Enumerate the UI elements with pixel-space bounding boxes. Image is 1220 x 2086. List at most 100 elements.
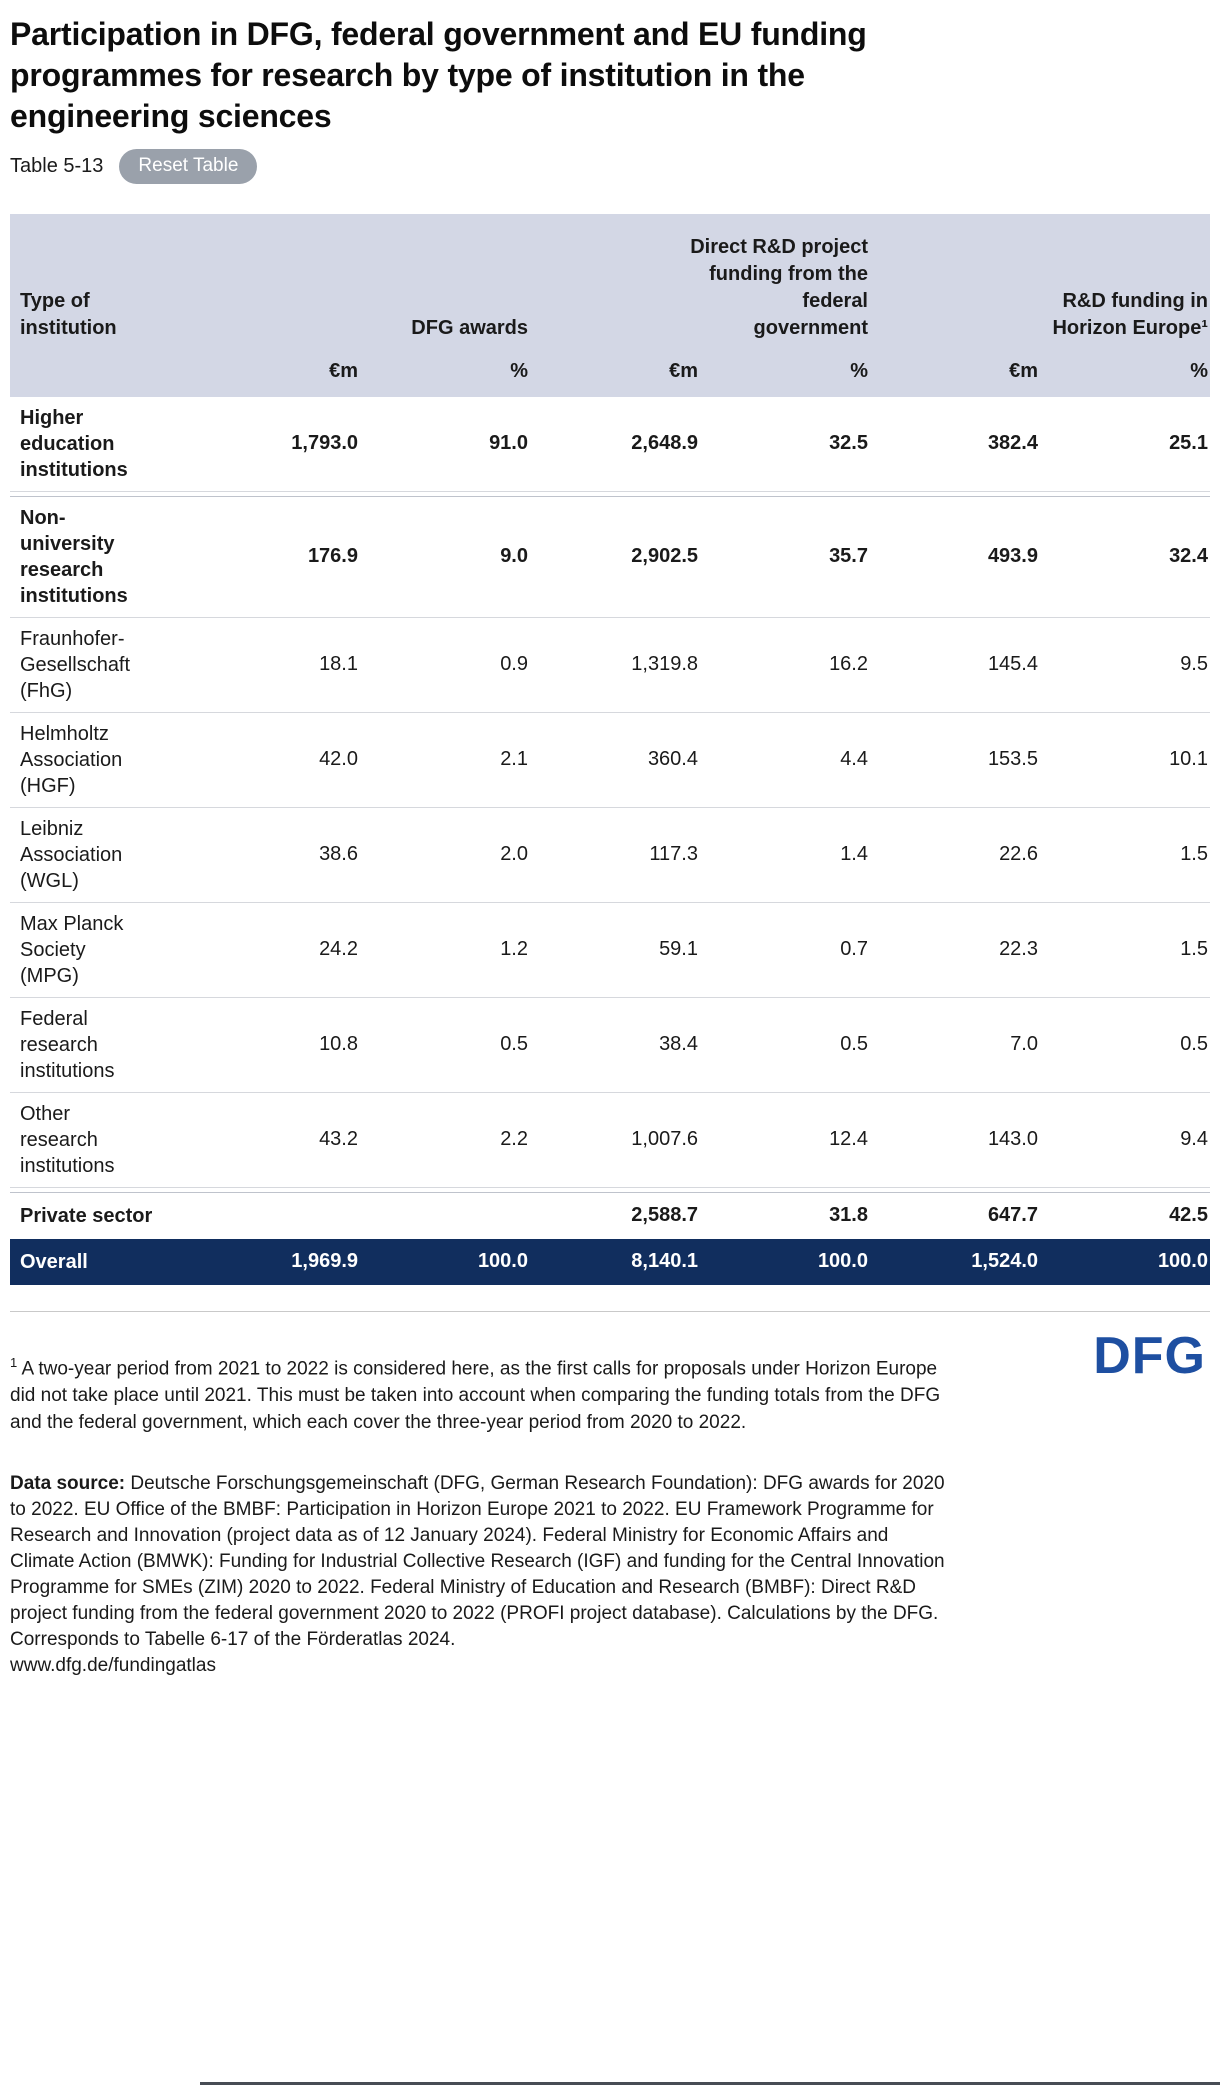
table-header: Type of institution DFG awards Direct R&… (10, 213, 1210, 397)
table-row-overall: Overall 1,969.9 100.0 8,140.1 100.0 1,52… (10, 1238, 1210, 1285)
cell-federal-pct: 35.7 (829, 545, 868, 568)
cell-horizon-eur: 22.6 (999, 843, 1038, 866)
cell-federal-eur: 2,648.9 (631, 432, 698, 455)
cell-horizon-pct: 1.5 (1180, 938, 1208, 961)
cell-dfg-pct: 0.9 (500, 653, 528, 676)
row-label: Other research institutions (20, 1102, 115, 1177)
cell-horizon-eur: 22.3 (999, 938, 1038, 961)
cell-dfg-pct: 100.0 (477, 1250, 528, 1273)
cell-federal-pct: 0.5 (840, 1033, 868, 1056)
cell-horizon-pct: 0.5 (1180, 1033, 1208, 1056)
cell-horizon-eur: 382.4 (987, 432, 1038, 455)
cell-federal-eur: 117.3 (649, 843, 698, 866)
col-group-horizon-europe: R&D funding in Horizon Europe¹ (1052, 289, 1208, 339)
cell-federal-eur: 360.4 (647, 748, 698, 771)
footer-row: 1 A two-year period from 2021 to 2022 is… (10, 1330, 1210, 1455)
cell-dfg-pct: 2.1 (500, 748, 528, 771)
cell-federal-pct: 100.0 (817, 1250, 868, 1273)
cell-horizon-pct: 32.4 (1169, 545, 1208, 568)
table-row-max-planck: Max Planck Society (MPG) 24.2 1.2 59.1 0… (10, 903, 1210, 998)
cell-dfg-eur: 18.1 (319, 653, 358, 676)
row-label: Higher education institutions (20, 406, 128, 481)
cell-dfg-pct: 0.5 (500, 1033, 528, 1056)
cell-federal-eur: 1,319.8 (631, 653, 698, 676)
col-group-dfg-awards: DFG awards (411, 316, 528, 339)
table-row-private-sector: Private sector 2,588.7 31.8 647.7 42.5 (10, 1193, 1210, 1239)
cell-federal-eur: 38.4 (659, 1033, 698, 1056)
table-row-leibniz: Leibniz Association (WGL) 38.6 2.0 117.3… (10, 808, 1210, 903)
row-group-divider (10, 492, 1210, 497)
cell-dfg-eur: 43.2 (319, 1128, 358, 1151)
cell-horizon-eur: 647.7 (987, 1204, 1038, 1227)
cell-horizon-pct: 9.4 (1180, 1128, 1208, 1151)
row-label: Non- university research institutions (20, 506, 128, 607)
cell-horizon-pct: 1.5 (1180, 843, 1208, 866)
table-row-federal-research: Federal research institutions 10.8 0.5 3… (10, 998, 1210, 1093)
row-label: Fraunhofer- Gesellschaft (FhG) (20, 627, 131, 702)
row-group-divider (10, 1188, 1210, 1193)
cell-dfg-pct: 91.0 (489, 432, 528, 455)
unit-header-horizon-eur: €m (1009, 359, 1038, 382)
cell-dfg-eur: 176.9 (307, 545, 358, 568)
cell-horizon-eur: 493.9 (987, 545, 1038, 568)
funding-table: Type of institution DFG awards Direct R&… (10, 213, 1210, 1285)
data-source: Data source: Deutsche Forschungsgemeinsc… (10, 1471, 950, 1679)
cell-federal-eur: 59.1 (659, 938, 698, 961)
reset-table-button[interactable]: Reset Table (119, 149, 258, 184)
cell-federal-eur: 1,007.6 (631, 1128, 698, 1151)
unit-header-horizon-pct: % (1190, 359, 1208, 382)
col-header-type-of-institution: Type of institution (20, 289, 117, 339)
table-row-other-research: Other research institutions 43.2 2.2 1,0… (10, 1093, 1210, 1188)
cell-horizon-pct: 9.5 (1180, 653, 1208, 676)
row-label: Overall (20, 1250, 88, 1273)
cell-federal-eur: 8,140.1 (631, 1250, 698, 1273)
cell-dfg-pct: 1.2 (500, 938, 528, 961)
cell-horizon-pct: 25.1 (1169, 432, 1208, 455)
table-row-non-university: Non- university research institutions 17… (10, 497, 1210, 618)
bottom-edge-divider (200, 2082, 1220, 2085)
cell-dfg-eur: 24.2 (319, 938, 358, 961)
unit-header-row: €m % €m % €m % (10, 344, 1210, 397)
cell-dfg-eur: 1,969.9 (291, 1250, 358, 1273)
cell-federal-pct: 31.8 (829, 1204, 868, 1227)
data-source-url: www.dfg.de/fundingatlas (10, 1655, 216, 1677)
cell-dfg-eur: 42.0 (319, 748, 358, 771)
footnote-text: A two-year period from 2021 to 2022 is c… (10, 1358, 941, 1434)
cell-dfg-eur: 1,793.0 (291, 432, 358, 455)
cell-horizon-eur: 143.0 (987, 1128, 1038, 1151)
page-title: Participation in DFG, federal government… (10, 16, 867, 134)
footnote: 1 A two-year period from 2021 to 2022 is… (10, 1349, 945, 1436)
row-label: Leibniz Association (WGL) (20, 817, 123, 892)
cell-horizon-pct: 10.1 (1169, 748, 1208, 771)
row-label: Max Planck Society (MPG) (20, 912, 124, 987)
cell-dfg-eur: 38.6 (319, 843, 358, 866)
cell-horizon-eur: 1,524.0 (971, 1250, 1038, 1273)
dfg-logo: DFG (1093, 1326, 1206, 1385)
cell-horizon-eur: 153.5 (987, 748, 1038, 771)
cell-federal-pct: 1.4 (840, 843, 868, 866)
unit-header-federal-eur: €m (669, 359, 698, 382)
cell-horizon-pct: 100.0 (1157, 1250, 1208, 1273)
cell-dfg-pct: 2.2 (500, 1128, 528, 1151)
cell-federal-pct: 0.7 (840, 938, 868, 961)
cell-federal-pct: 32.5 (829, 432, 868, 455)
table-meta-row: Table 5-13 Reset Table (10, 149, 1210, 184)
cell-horizon-eur: 7.0 (1010, 1033, 1038, 1056)
unit-header-dfg-eur: €m (329, 359, 358, 382)
cell-horizon-pct: 42.5 (1169, 1204, 1208, 1227)
cell-federal-pct: 4.4 (840, 748, 868, 771)
table-row-fraunhofer: Fraunhofer- Gesellschaft (FhG) 18.1 0.9 … (10, 618, 1210, 713)
cell-federal-eur: 2,588.7 (631, 1204, 698, 1227)
data-source-label: Data source: (10, 1473, 126, 1495)
table-row-higher-education: Higher education institutions 1,793.0 91… (10, 397, 1210, 492)
row-label: Federal research institutions (20, 1007, 115, 1082)
footer-divider (10, 1310, 1210, 1312)
cell-dfg-pct: 2.0 (500, 843, 528, 866)
row-label: Private sector (20, 1204, 153, 1227)
table-reference: Table 5-13 (10, 154, 104, 177)
cell-dfg-eur: 10.8 (319, 1033, 358, 1056)
data-source-text: Deutsche Forschungsgemeinschaft (DFG, Ge… (10, 1473, 945, 1651)
footnote-marker: 1 (10, 1354, 18, 1370)
cell-federal-pct: 12.4 (829, 1128, 868, 1151)
